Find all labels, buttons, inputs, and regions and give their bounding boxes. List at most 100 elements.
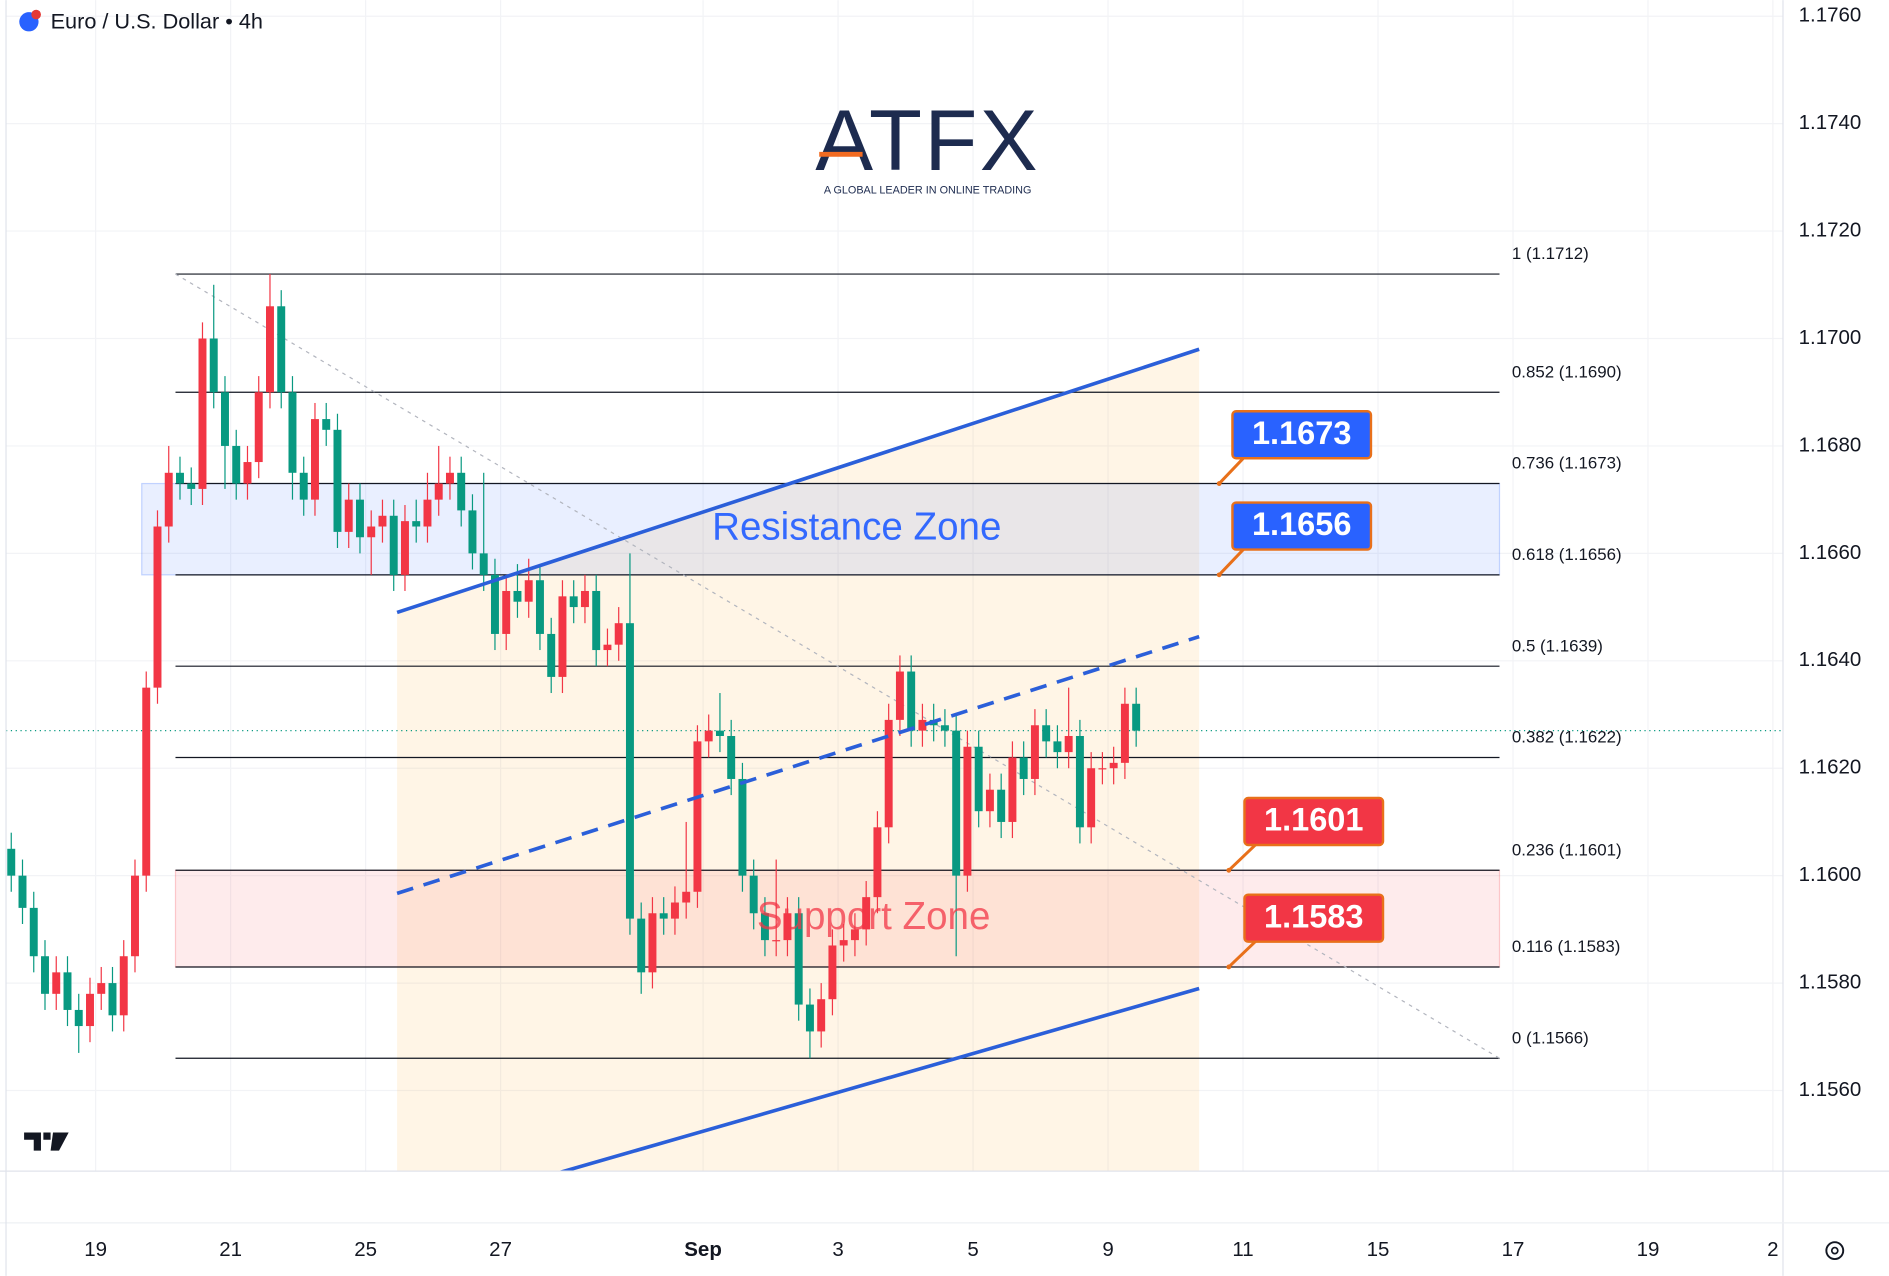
candle-body: [86, 993, 94, 1027]
callout-label: 1.1673: [1252, 415, 1351, 451]
candle-body: [918, 719, 927, 731]
candle-body: [502, 590, 511, 634]
tv-logo: [24, 1132, 69, 1151]
y-tick-label: 1.1620: [1799, 756, 1862, 779]
candle-body: [176, 472, 184, 484]
candle-body: [592, 590, 601, 651]
fib-label: 1 (1.1712): [1512, 244, 1589, 263]
fib-label: 0.618 (1.1656): [1512, 545, 1622, 564]
candle-body: [457, 472, 466, 511]
candle-body: [1098, 768, 1107, 770]
fib-label: 0 (1.1566): [1512, 1028, 1589, 1047]
zone-label: Support Zone: [757, 895, 991, 938]
candle-body: [1008, 757, 1017, 822]
candle-body: [299, 472, 308, 500]
candle-body: [850, 929, 859, 941]
candle-body: [940, 725, 949, 731]
candle-body: [490, 574, 499, 634]
candle-body: [614, 623, 623, 645]
candle-body: [389, 515, 398, 575]
candle-body: [400, 521, 409, 575]
callout-label: 1.1583: [1264, 898, 1363, 934]
trend-line: [396, 347, 1200, 615]
candle-body: [288, 392, 297, 473]
x-tick-label: 21: [219, 1238, 242, 1261]
y-tick-label: 1.1740: [1799, 111, 1862, 134]
candle-body: [412, 521, 421, 527]
candle-body: [232, 445, 241, 484]
fib-label: 0.5 (1.1639): [1512, 636, 1603, 655]
candle-body: [558, 596, 567, 677]
candle-body: [862, 897, 871, 930]
candle-body: [828, 945, 837, 1000]
candle-body: [794, 913, 803, 1005]
candle-body: [187, 483, 196, 489]
x-tick-label: 27: [489, 1238, 512, 1261]
candle-body: [108, 983, 117, 1016]
y-tick-label: 1.1660: [1799, 541, 1862, 564]
candle-body: [817, 999, 826, 1032]
candle-body: [1053, 741, 1062, 753]
candle-body: [625, 623, 634, 919]
settings-icon[interactable]: [1825, 1241, 1845, 1260]
grid: [6, 0, 1783, 1172]
trend-line: [396, 634, 1200, 896]
candle-body: [1087, 768, 1096, 828]
candle-body: [63, 972, 72, 1010]
candle-body: [659, 913, 668, 919]
candle-body: [884, 719, 893, 828]
drawings-back: [6, 273, 1783, 1172]
candle-body: [209, 338, 218, 393]
candle-body: [468, 510, 477, 554]
candle-body: [119, 956, 128, 1016]
x-tick-label: 19: [84, 1238, 107, 1261]
zone-label: Resistance Zone: [712, 505, 1001, 548]
candle-body: [1109, 762, 1118, 769]
candle-body: [1132, 703, 1141, 731]
candle-body: [749, 875, 758, 914]
x-tick-label: 15: [1367, 1238, 1390, 1261]
candle-body: [322, 419, 331, 430]
fib-label: 0.236 (1.1601): [1512, 840, 1622, 859]
callout-anchor: [1216, 572, 1222, 578]
candle-body: [434, 483, 443, 500]
candle-body: [839, 940, 848, 946]
candle-body: [153, 526, 162, 688]
fib-label: 0.736 (1.1673): [1512, 454, 1622, 473]
callout-pointer: [1227, 842, 1258, 872]
logo: ATFX A GLOBAL LEADER IN ONLINE TRADING: [815, 92, 1040, 196]
logo-tagline: A GLOBAL LEADER IN ONLINE TRADING: [824, 184, 1032, 196]
candle-body: [513, 590, 522, 602]
fib-label: 0.852 (1.1690): [1512, 362, 1622, 381]
callout-anchor: [1216, 481, 1222, 486]
callout-label: 1.1601: [1264, 802, 1363, 838]
settings-icon-center: [1830, 1246, 1839, 1255]
candle-body: [974, 746, 983, 812]
candle-body: [997, 789, 1006, 822]
logo-name: ATFX: [815, 92, 1040, 189]
candle-body: [1120, 703, 1129, 763]
candle-body: [772, 940, 781, 942]
candle-body: [142, 687, 151, 876]
callout-pointer: [1227, 939, 1258, 969]
candle-body: [344, 499, 353, 532]
candle-body: [423, 499, 432, 527]
candle-body: [52, 972, 61, 994]
x-tick-label: Sep: [684, 1238, 722, 1261]
fib-label: 0.382 (1.1622): [1512, 728, 1622, 747]
candle-body: [727, 735, 736, 779]
candle-body: [1019, 757, 1028, 779]
channel-shade: [397, 349, 1200, 1172]
candle-body: [7, 848, 16, 876]
candle-body: [97, 983, 106, 994]
candle-body: [266, 306, 274, 393]
candle-body: [952, 730, 961, 876]
candle-body: [760, 913, 769, 941]
x-tick-label: 9: [1102, 1238, 1113, 1261]
candle-body: [963, 746, 972, 876]
x-tick-label: 25: [354, 1238, 377, 1261]
x-tick-label: 5: [967, 1238, 978, 1261]
symbol-icon-flag: [31, 9, 41, 20]
y-tick-label: 1.1760: [1799, 4, 1862, 27]
